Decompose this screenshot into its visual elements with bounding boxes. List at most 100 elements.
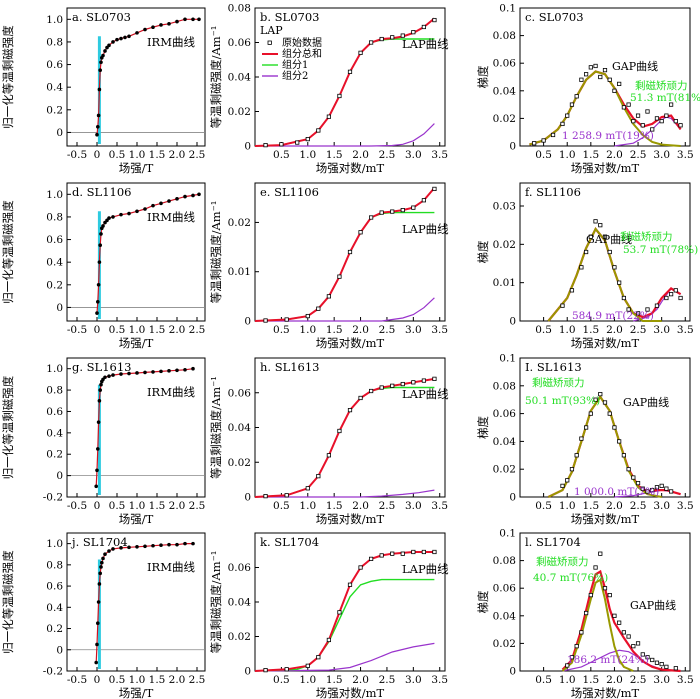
curve-annotation: IRM曲线 bbox=[147, 560, 195, 574]
y-tick-label: 0.04 bbox=[228, 597, 252, 609]
irm-point bbox=[175, 197, 179, 201]
irm-point bbox=[183, 541, 187, 546]
y-axis-label: 等温剩磁强度/Am⁻¹ bbox=[209, 376, 223, 479]
y-tick-label: 0 bbox=[509, 141, 516, 153]
y-tick-label: 0.06 bbox=[228, 562, 252, 574]
raw-data-point bbox=[650, 657, 655, 663]
x-tick-label: 1.0 bbox=[129, 149, 146, 161]
chart-panel: -0.5 0 0.5 1.0 1.5 2.0 2.5-0.200.20.40.60.81.0… bbox=[1, 532, 206, 699]
raw-data-point bbox=[635, 113, 641, 118]
y-tick-label: 0.04 bbox=[228, 422, 252, 434]
component2-value: 1 000.0 mT(7%) bbox=[574, 486, 659, 498]
raw-data-point bbox=[598, 551, 603, 556]
raw-data-point bbox=[579, 436, 584, 441]
raw-data-point bbox=[347, 582, 353, 587]
irm-point bbox=[127, 545, 131, 550]
y-tick-label: 0.8 bbox=[46, 385, 63, 397]
x-tick-label: 2.0 bbox=[169, 500, 186, 512]
raw-data-point bbox=[584, 72, 589, 77]
raw-data-point bbox=[654, 485, 660, 490]
raw-data-point bbox=[602, 400, 608, 405]
x-tick-label: 3.5 bbox=[677, 500, 694, 512]
irm-point bbox=[115, 37, 119, 42]
panel-label: b. SL0703 bbox=[260, 10, 319, 24]
irm-point bbox=[143, 207, 147, 211]
irm-point bbox=[159, 369, 163, 374]
gap-annotation: GAP曲线 bbox=[630, 598, 676, 612]
y-tick-label: 0.8 bbox=[46, 211, 63, 223]
irm-point bbox=[95, 468, 99, 473]
y-tick-label: 0.02 bbox=[228, 631, 251, 643]
raw-data-point bbox=[421, 24, 426, 30]
y-tick-label: 0.08 bbox=[228, 3, 251, 15]
x-tick-label: 0 bbox=[94, 324, 101, 336]
raw-data-point bbox=[369, 40, 374, 45]
raw-data-point bbox=[379, 553, 384, 558]
legend-label: 组分总和 bbox=[282, 47, 322, 60]
irm-point bbox=[183, 17, 187, 22]
x-tick-label: 0 bbox=[94, 500, 101, 512]
x-tick-label: -0.5 bbox=[67, 324, 87, 336]
x-tick-label: 3.5 bbox=[677, 149, 694, 161]
chart-panel: 0.5 1.0 1.5 2.0 2.5 3.0 3.5 0 0.02 0.04 0.06 0.08 场强… bbox=[209, 3, 449, 176]
y-tick-label: 0.02 bbox=[493, 638, 516, 650]
x-axis-label: 场强对数/mT bbox=[316, 512, 385, 526]
coercivity-label: 剩磁矫顽力 bbox=[532, 376, 585, 389]
y-tick-label: 1.0 bbox=[46, 538, 63, 550]
chart-panel: 0.5 1.0 1.5 2.0 2.5 3.0 3.5 0 0.02 0.04 0.06 场强对数/m… bbox=[209, 357, 449, 526]
raw-data-point bbox=[593, 565, 598, 570]
y-tick-label: 0.02 bbox=[228, 457, 251, 469]
x-tick-label: 2.5 bbox=[379, 674, 396, 686]
x-tick-label: 2.5 bbox=[379, 500, 396, 512]
irm-point bbox=[107, 374, 111, 378]
irm-point bbox=[96, 299, 100, 304]
raw-data-point bbox=[532, 141, 537, 146]
raw-data-point bbox=[565, 113, 570, 118]
component1-value: 51.3 mT(81%) bbox=[630, 92, 700, 104]
irm-point bbox=[123, 35, 127, 40]
raw-data-point bbox=[607, 249, 612, 255]
x-tick-label: 2.5 bbox=[189, 149, 206, 161]
plot-frame bbox=[254, 532, 446, 672]
irm-point bbox=[100, 560, 104, 565]
y-axis-label: 梯度 bbox=[476, 240, 490, 263]
raw-data-point bbox=[347, 249, 353, 255]
x-tick-label: 1.0 bbox=[129, 500, 146, 512]
plot-frame bbox=[66, 357, 206, 498]
component1-value: 40.7 mT(76%) bbox=[533, 572, 608, 584]
raw-data-point bbox=[664, 486, 669, 491]
raw-data-point bbox=[673, 288, 678, 293]
irm-point bbox=[143, 544, 147, 549]
irm-point bbox=[191, 17, 195, 22]
y-tick-label: 0.02 bbox=[493, 239, 516, 251]
x-tick-label: 1.5 bbox=[149, 324, 166, 336]
component2-line bbox=[255, 123, 435, 147]
chart-panel: 0.5 1.0 1.5 2.0 2.5 3.0 3.5 0 0.01 0.02 场强对数/mT 等温剩… bbox=[209, 182, 449, 350]
raw-data-point bbox=[550, 132, 556, 138]
raw-data-point bbox=[669, 489, 674, 494]
x-axis-label: 场强对数/mT bbox=[316, 336, 385, 350]
raw-data-point bbox=[640, 486, 645, 491]
plot-frame bbox=[66, 532, 206, 672]
raw-data-point bbox=[621, 453, 626, 458]
raw-data-point bbox=[305, 313, 310, 319]
x-tick-label: 2.0 bbox=[169, 674, 186, 686]
panel-label: c. SL0703 bbox=[525, 10, 584, 24]
curve-annotation: IRM曲线 bbox=[147, 210, 195, 224]
raw-data-point bbox=[588, 234, 593, 239]
plot-frame bbox=[519, 182, 691, 322]
y-tick-label: 0.04 bbox=[493, 85, 517, 97]
x-tick-label: 1.0 bbox=[559, 500, 576, 512]
raw-data-point bbox=[631, 644, 636, 649]
irm-point bbox=[101, 224, 105, 228]
y-tick-label: -0.2 bbox=[43, 666, 63, 678]
raw-data-point bbox=[654, 303, 660, 308]
raw-data-point bbox=[598, 74, 603, 80]
y-tick-label: 1.0 bbox=[46, 14, 63, 26]
raw-data-point bbox=[664, 295, 669, 301]
irm-point bbox=[151, 25, 155, 30]
component2-line bbox=[255, 489, 435, 498]
component2-value: 584.9 mT(22%) bbox=[572, 310, 654, 322]
raw-data-point bbox=[379, 385, 384, 390]
